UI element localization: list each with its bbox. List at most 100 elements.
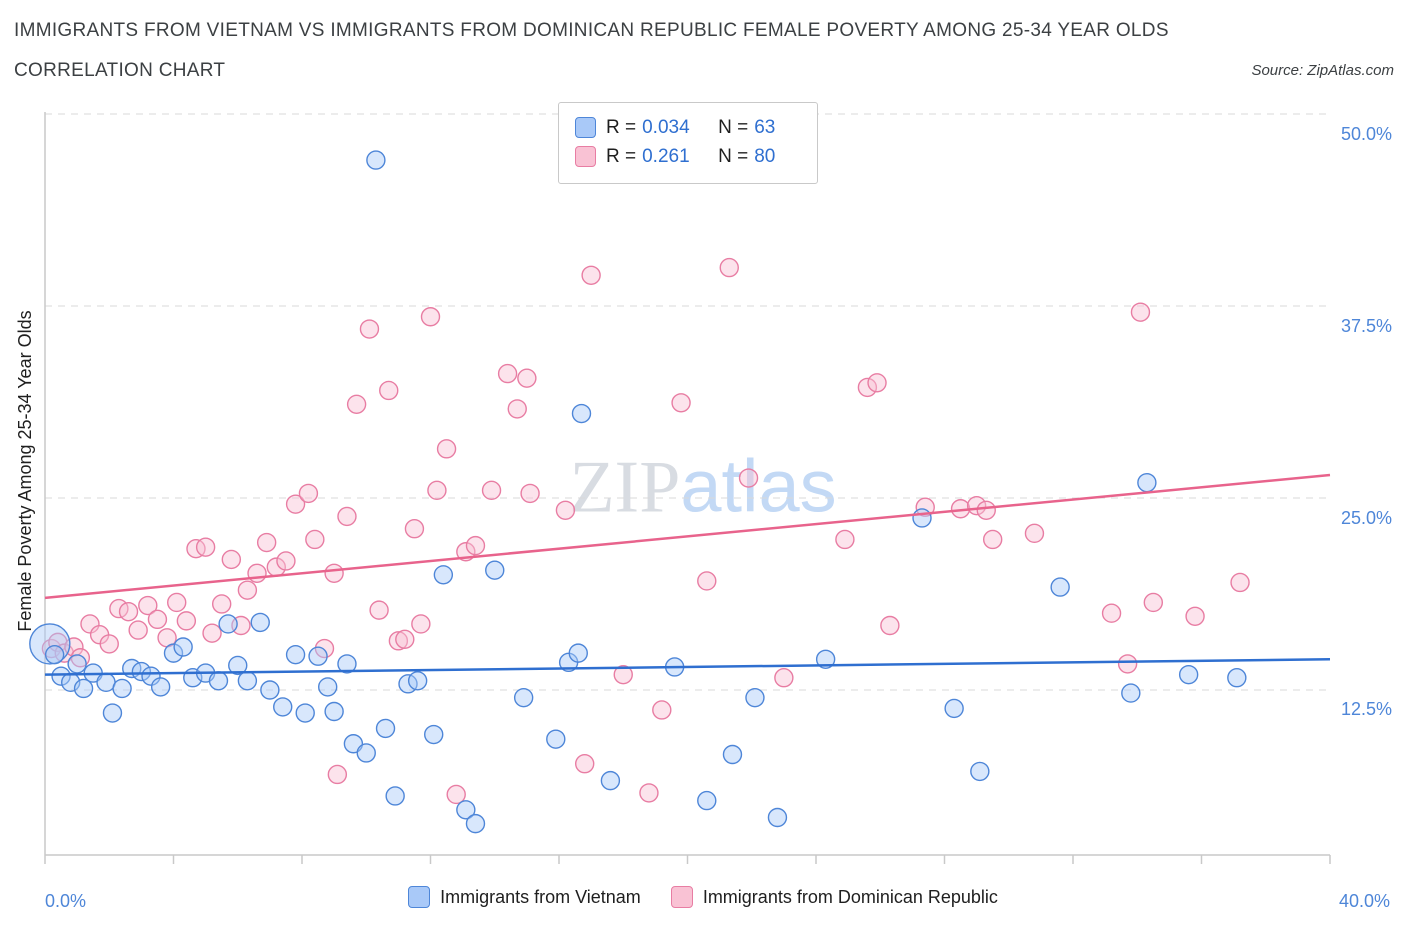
scatter-point [507,399,527,419]
scatter-point [337,654,357,674]
scatter-point [433,565,454,585]
scatter-point [915,497,935,517]
y-tick-label-25: 25.0% [1340,508,1392,528]
scatter-point [308,646,328,666]
scatter-point [982,529,1003,550]
vietnam-legend-swatch-icon [408,886,431,908]
scatter-point [835,529,855,550]
scatter-point [228,655,248,676]
n-value-vietnam: 63 [754,116,776,138]
scatter-point [305,529,325,550]
scatter-point [256,532,277,553]
r-label: R = [606,116,637,138]
scatter-point [1137,472,1157,493]
scatter-point [366,150,386,170]
scatter-point [465,535,486,556]
scatter-point [427,480,447,501]
scatter-point [485,560,505,580]
trend-line [44,473,1331,600]
scatter-point [944,698,964,719]
scatter-point [195,537,216,557]
legend-row-dominican: R = 0.261 N = 80 [575,142,801,171]
scatter-point [314,638,335,659]
scatter-point [337,506,357,527]
dominican-swatch-icon [575,146,596,167]
scatter-point [424,724,444,745]
scatter-point [1227,668,1247,688]
scatter-point [867,373,887,393]
scatter-point [446,784,466,805]
scatter-point [767,807,788,828]
scatter-point [73,678,94,699]
scatter-point [273,697,293,717]
x-axis-label-min: 0.0% [45,891,87,911]
scatter-point [815,649,836,669]
scatter-point [1143,592,1164,613]
scatter-point [356,743,376,763]
scatter-point [237,671,258,691]
scatter-point [298,483,319,504]
scatter-point [639,783,659,803]
scatter-point [237,580,258,600]
scatter-point [571,403,592,424]
r-value-dominican: 0.261 [642,145,690,167]
bottom-legend-item-dominican: Immigrants from Dominican Republic [670,886,998,908]
scatter-point [211,594,232,614]
scatter-point [404,519,425,539]
scatter-point [112,678,132,699]
source-label: Source: ZipAtlas.com [1251,62,1394,79]
scatter-point [697,571,717,591]
scatter-point [221,549,242,570]
scatter-point [1178,664,1199,685]
scatter-point [976,500,996,520]
scatter-point [80,614,100,634]
scatter-point [186,538,206,559]
scatter-point [247,563,267,583]
scatter-point [379,380,399,401]
scatter-point [456,800,476,820]
scatter-point [497,363,518,384]
scatter-point [465,813,486,834]
scatter-point [102,703,123,723]
scatter-point [147,609,168,630]
scatter-point [857,377,878,398]
scatter-point [29,623,71,665]
scatter-point [118,601,139,622]
scatter-point [420,307,441,327]
scatter-point [395,629,415,650]
bottom-legend-item-vietnam: Immigrants from Vietnam [408,886,641,908]
scatter-point [150,677,171,697]
dominican-legend-label: Immigrants from Dominican Republic [702,886,998,907]
scatter-point [346,394,367,415]
scatter-point [385,786,405,806]
scatter-point [176,611,197,631]
scatter-point [1117,654,1138,674]
scatter-point [1130,302,1151,322]
y-tick-label-12-5: 12.5% [1340,699,1392,719]
scatter-point [327,764,348,785]
scatter-point [202,623,222,643]
scatter-point [141,666,161,686]
scatter-point [600,770,621,791]
scatter-point [173,637,193,657]
scatter-point [517,368,537,388]
scatter-point [912,508,932,528]
scatter-point [722,744,743,765]
n-label: N = [718,116,749,138]
scatter-point [745,687,765,708]
scatter-point [546,729,566,749]
scatter-point [411,614,431,634]
y-tick-label-50: 50.0% [1340,124,1392,144]
scatter-point [260,680,280,700]
dominican-legend-swatch-icon [670,886,693,908]
scatter-point [51,666,71,686]
r-value-vietnam: 0.034 [642,116,690,138]
scatter-point [738,468,759,488]
r-label: R = [606,145,637,167]
scatter-point [285,644,306,665]
scatter-point [970,761,990,782]
vietnam-legend-label: Immigrants from Vietnam [440,886,641,907]
scatter-point [513,687,534,708]
scatter-point [1024,523,1045,544]
scatter-point [555,500,576,520]
